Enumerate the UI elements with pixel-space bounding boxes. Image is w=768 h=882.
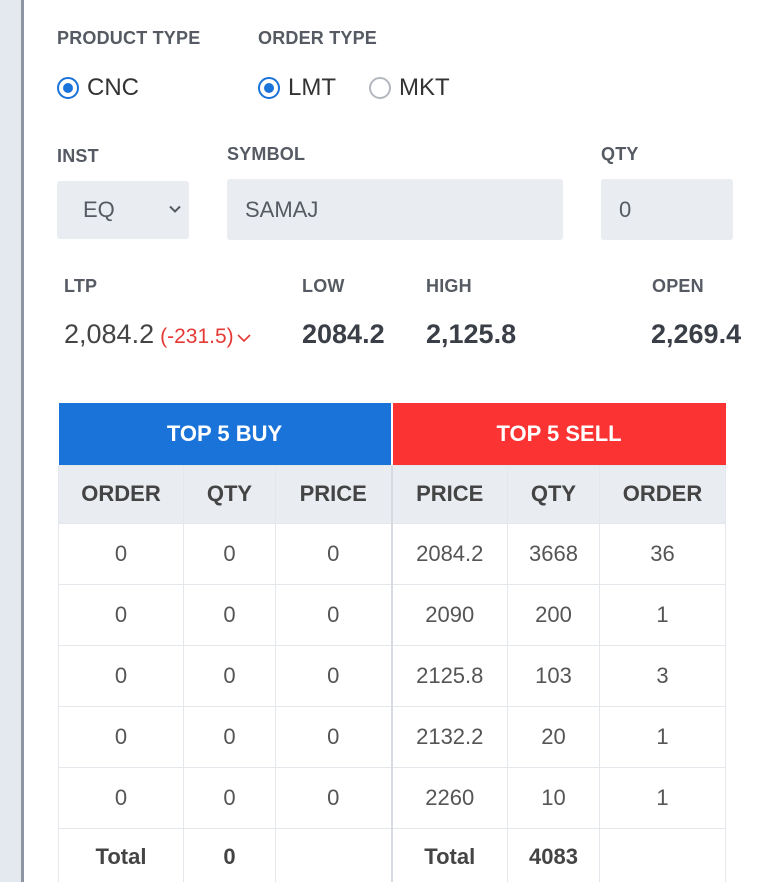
cell-sell-qty: 10: [507, 766, 600, 829]
cell-sell-qty: 20: [507, 705, 600, 768]
cell-sell-order: 1: [598, 705, 727, 768]
radio-lmt-label: LMT: [288, 74, 336, 101]
qty-input[interactable]: 0: [601, 179, 733, 240]
radio-cnc[interactable]: CNC: [57, 74, 139, 102]
cell-buy-qty: 0: [183, 583, 276, 646]
cell-buy-order: 0: [58, 583, 184, 646]
buy-total-label: Total: [58, 827, 184, 882]
col-buy-qty: QTY: [183, 464, 276, 524]
cell-sell-price: 2125.8: [390, 644, 508, 707]
chevron-down-icon: [237, 334, 251, 343]
col-sell-price: PRICE: [390, 464, 508, 524]
cell-sell-price: 2260: [390, 766, 508, 829]
radio-cnc-label: CNC: [87, 74, 139, 101]
cell-buy-qty: 0: [183, 644, 276, 707]
cell-sell-order: 1: [598, 583, 727, 646]
cell-sell-order: 1: [598, 766, 727, 829]
high-value: 2,125.8: [426, 319, 517, 349]
table-row: 0 0 0 2090 200 1: [58, 583, 727, 646]
symbol-input-value: SAMAJ: [245, 196, 319, 222]
buy-total-empty: [275, 827, 392, 882]
cell-sell-qty: 200: [507, 583, 600, 646]
inst-select[interactable]: EQ: [57, 181, 189, 239]
depth-total-row: Total 0 Total 4083: [58, 827, 727, 882]
low-label: LOW: [302, 276, 345, 296]
open-label: OPEN: [652, 276, 704, 296]
open-value: 2,269.4: [651, 319, 742, 349]
col-buy-price: PRICE: [275, 464, 392, 524]
cell-buy-qty: 0: [183, 705, 276, 768]
symbol-input[interactable]: SAMAJ: [227, 179, 563, 240]
cell-sell-order: 3: [598, 644, 727, 707]
cell-buy-price: 0: [275, 766, 392, 829]
radio-checked-icon: [57, 77, 79, 99]
ltp-label: LTP: [64, 276, 98, 296]
cell-buy-order: 0: [58, 522, 184, 585]
radio-mkt[interactable]: MKT: [369, 74, 450, 102]
cell-sell-qty: 103: [507, 644, 600, 707]
cell-buy-price: 0: [275, 522, 392, 585]
radio-unchecked-icon: [369, 77, 391, 99]
cell-buy-price: 0: [275, 705, 392, 768]
cell-buy-order: 0: [58, 644, 184, 707]
buy-total-qty: 0: [183, 827, 276, 882]
table-row: 0 0 0 2125.8 103 3: [58, 644, 727, 707]
radio-lmt[interactable]: LMT: [258, 74, 336, 102]
cell-buy-order: 0: [58, 705, 184, 768]
symbol-label: SYMBOL: [227, 144, 306, 164]
table-row: 0 0 0 2132.2 20 1: [58, 705, 727, 768]
radio-mkt-label: MKT: [399, 74, 450, 101]
cell-buy-order: 0: [58, 766, 184, 829]
sell-total-qty: 4083: [507, 827, 600, 882]
inst-select-value: EQ: [83, 197, 115, 222]
inst-label: INST: [57, 146, 99, 166]
cell-sell-order: 36: [598, 522, 727, 585]
table-row: 0 0 0 2260 10 1: [58, 766, 727, 829]
qty-input-value: 0: [619, 196, 632, 222]
ltp-value: 2,084.2: [64, 319, 155, 349]
market-depth-table: TOP 5 BUY TOP 5 SELL ORDER QTY PRICE PRI…: [58, 403, 727, 882]
cell-buy-price: 0: [275, 583, 392, 646]
radio-checked-icon: [258, 77, 280, 99]
cell-sell-price: 2090: [390, 583, 508, 646]
cell-sell-price: 2132.2: [390, 705, 508, 768]
depth-column-headers: ORDER QTY PRICE PRICE QTY ORDER: [58, 464, 727, 524]
top-buy-header: TOP 5 BUY: [58, 403, 392, 465]
ltp-display: 2,084.2 (-231.5): [64, 319, 251, 350]
ltp-change: (-231.5): [160, 325, 234, 348]
sell-total-label: Total: [390, 827, 508, 882]
col-buy-order: ORDER: [58, 464, 184, 524]
cell-buy-qty: 0: [183, 522, 276, 585]
table-row: 0 0 0 2084.2 3668 36: [58, 522, 727, 585]
left-sidebar-edge: [0, 0, 24, 882]
col-sell-qty: QTY: [507, 464, 600, 524]
cell-buy-price: 0: [275, 644, 392, 707]
high-label: HIGH: [426, 276, 472, 296]
sell-total-empty: [598, 827, 727, 882]
cell-buy-qty: 0: [183, 766, 276, 829]
low-value: 2084.2: [302, 319, 385, 349]
top-sell-header: TOP 5 SELL: [390, 403, 726, 465]
product-type-label: PRODUCT TYPE: [57, 28, 201, 48]
qty-label: QTY: [601, 144, 639, 164]
cell-sell-qty: 3668: [507, 522, 600, 585]
order-type-label: ORDER TYPE: [258, 28, 378, 48]
cell-sell-price: 2084.2: [390, 522, 508, 585]
col-sell-order: ORDER: [598, 464, 727, 524]
chevron-down-icon: [169, 205, 181, 213]
